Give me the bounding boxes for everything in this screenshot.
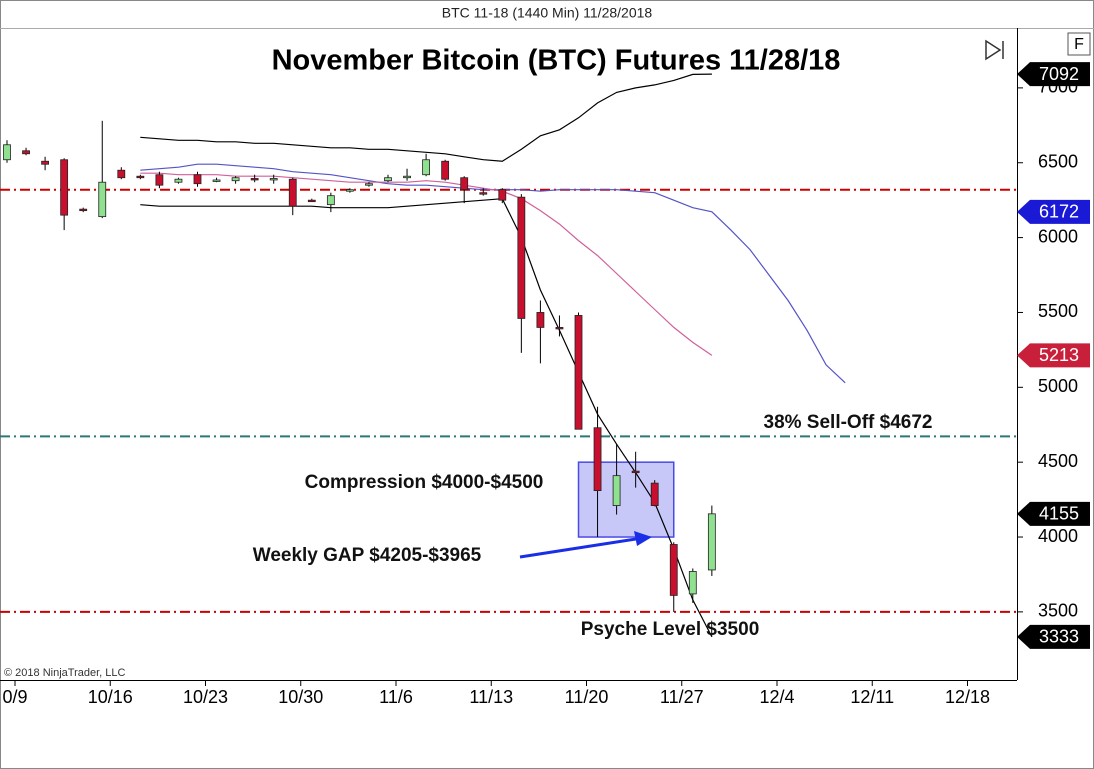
price-tag — [1017, 62, 1090, 87]
play-icon[interactable] — [985, 39, 1004, 61]
price-tag — [1017, 501, 1090, 526]
candle-body — [79, 208, 88, 212]
price-tag-label: 6172 — [1039, 202, 1079, 222]
y-tick-label: 6000 — [1038, 226, 1078, 246]
candle-body — [288, 178, 297, 207]
x-tick-label: 10/23 — [183, 687, 228, 707]
candle-body — [60, 159, 69, 216]
plot-area — [0, 73, 1017, 638]
candle-body — [650, 482, 659, 506]
annotation: Weekly GAP $4205-$3965 — [253, 545, 482, 566]
candle-body — [345, 189, 354, 192]
candle-body — [269, 178, 278, 181]
window-title: BTC 11-18 (1440 Min) 11/28/2018 — [442, 5, 653, 21]
candle-body — [174, 178, 183, 183]
candle-body — [22, 150, 30, 155]
candle-body — [631, 470, 640, 474]
price-tag-label: 4155 — [1039, 504, 1079, 524]
x-tick-label: 10/30 — [278, 687, 323, 707]
candle-body — [136, 175, 145, 179]
x-tick-label: 12/11 — [850, 687, 894, 707]
chart-title: November Bitcoin (BTC) Futures 11/28/18 — [272, 45, 841, 77]
annotation: Compression $4000-$4500 — [305, 472, 544, 493]
candle-body — [517, 196, 526, 319]
candle-body — [707, 513, 716, 571]
candle-body — [250, 178, 259, 181]
candle-body — [612, 475, 621, 506]
candle-body — [460, 177, 469, 191]
gap-arrow — [519, 531, 652, 559]
candle-body — [155, 174, 164, 186]
indicator-line — [140, 73, 712, 162]
candle-body — [326, 195, 335, 206]
y-tick-label: 5000 — [1038, 376, 1078, 396]
candle-body — [441, 160, 450, 180]
f-button[interactable] — [1067, 32, 1091, 56]
x-tick-label: 11/6 — [379, 687, 413, 707]
arrow-head — [634, 531, 652, 546]
y-tick-label: 6500 — [1038, 151, 1078, 171]
price-tag — [1017, 343, 1090, 368]
price-tag — [1017, 624, 1090, 649]
indicator-line — [140, 172, 713, 356]
compression-zone — [577, 461, 675, 538]
candle-body — [536, 312, 545, 328]
price-tag-label: 3333 — [1039, 627, 1079, 647]
candle-body — [117, 169, 126, 179]
candle-body — [498, 189, 507, 201]
candle-body — [41, 160, 49, 165]
candle-body — [688, 571, 697, 595]
indicator-line — [140, 198, 713, 638]
play-triangle[interactable] — [985, 39, 1002, 61]
x-tick-label: 10/16 — [88, 687, 133, 707]
candle-body — [307, 199, 316, 203]
copyright: © 2018 NinjaTrader, LLC — [4, 667, 125, 679]
candle-body — [212, 179, 221, 182]
y-tick-label: 5500 — [1038, 301, 1078, 321]
candle-body — [231, 177, 240, 182]
y-tick-label: 3500 — [1038, 601, 1078, 621]
candle-body — [422, 159, 431, 176]
x-tick-label: 11/13 — [469, 687, 513, 707]
y-tick-label: 4500 — [1038, 451, 1078, 471]
x-tick-label: 0/9 — [2, 687, 27, 707]
candle-body — [193, 174, 202, 185]
x-tick-label: 11/20 — [565, 687, 609, 707]
x-tick-label: 12/18 — [945, 687, 990, 707]
candle-body — [365, 183, 373, 186]
candle-body — [574, 315, 583, 430]
x-tick-label: 11/27 — [660, 687, 704, 707]
price-tag-label: 5213 — [1039, 345, 1079, 365]
candle-body — [98, 181, 107, 218]
candle-body — [555, 327, 564, 330]
candle-body — [3, 144, 11, 161]
candle-body — [479, 192, 488, 195]
candle-body — [593, 427, 602, 492]
candle-body — [669, 544, 678, 596]
arrow-shaft — [519, 537, 637, 559]
candle-body — [384, 177, 392, 182]
candle-body — [403, 175, 411, 179]
x-tick-label: 12/4 — [759, 687, 794, 707]
annotation: 38% Sell-Off $4672 — [764, 412, 933, 433]
annotation: Psyche Level $3500 — [581, 619, 760, 640]
price-tag-label: 7092 — [1039, 64, 1079, 84]
f-button-label[interactable]: F — [1074, 36, 1084, 53]
y-tick-label: 4000 — [1038, 526, 1078, 546]
price-tag — [1017, 199, 1090, 224]
